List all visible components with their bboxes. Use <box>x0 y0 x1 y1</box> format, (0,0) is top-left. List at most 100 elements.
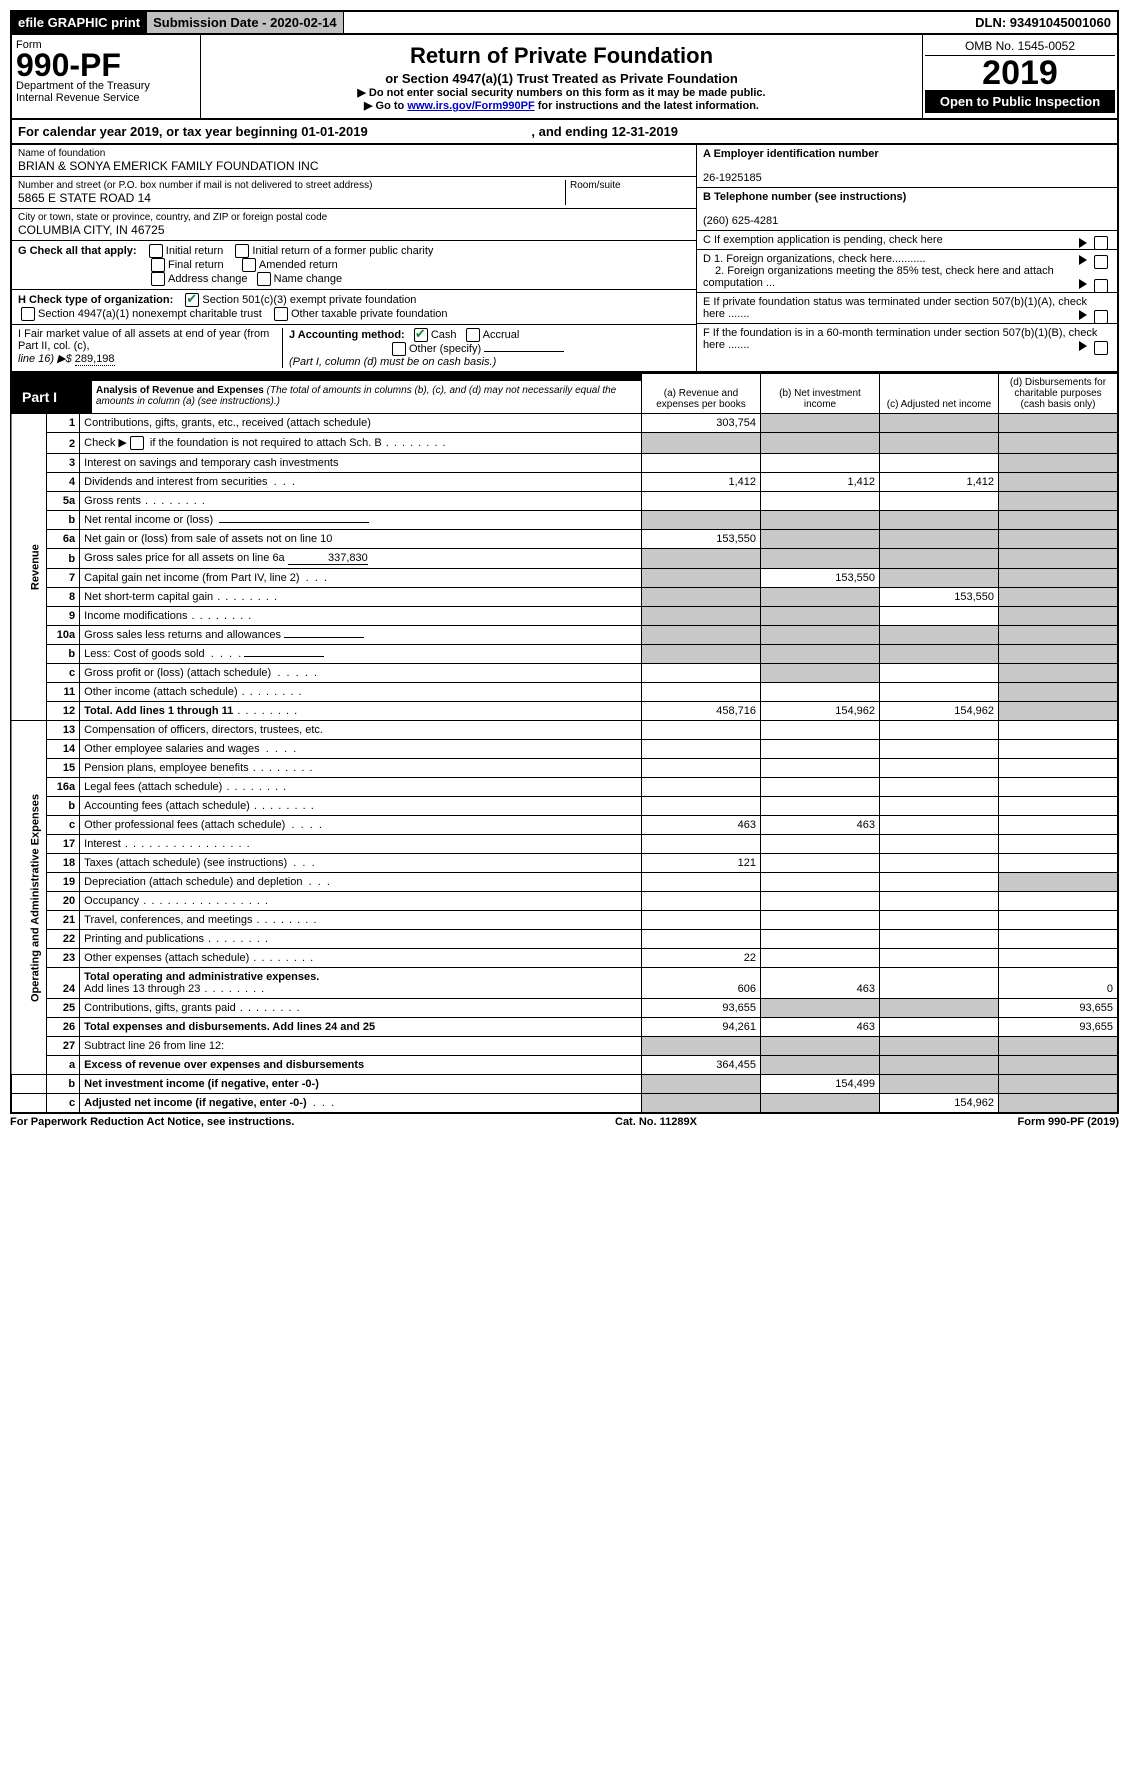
table-row: Operating and Administrative Expenses 13… <box>11 721 1118 740</box>
part1-label: Part I <box>12 381 92 413</box>
foundation-name-cell: Name of foundation BRIAN & SONYA EMERICK… <box>12 145 696 177</box>
irs-link[interactable]: www.irs.gov/Form990PF <box>407 100 534 112</box>
other-taxable-checkbox[interactable] <box>274 307 288 321</box>
name-change-checkbox[interactable] <box>257 272 271 286</box>
revenue-label: Revenue <box>11 414 47 721</box>
table-row: cOther professional fees (attach schedul… <box>11 816 1118 835</box>
city-cell: City or town, state or province, country… <box>12 209 696 241</box>
table-row: 14Other employee salaries and wages . . … <box>11 740 1118 759</box>
table-row: 11Other income (attach schedule) <box>11 683 1118 702</box>
table-row: 9Income modifications <box>11 607 1118 626</box>
arrow-icon <box>1079 310 1087 320</box>
table-row: 12Total. Add lines 1 through 11458,71615… <box>11 702 1118 721</box>
header-mid: Return of Private Foundation or Section … <box>201 35 922 118</box>
submission-date: Submission Date - 2020-02-14 <box>147 12 344 33</box>
g-check-row: G Check all that apply: Initial return I… <box>12 241 696 290</box>
table-row: bLess: Cost of goods sold . . . . <box>11 645 1118 664</box>
part1-title: Analysis of Revenue and Expenses <box>96 385 264 396</box>
sch-b-checkbox[interactable] <box>130 436 144 450</box>
exemption-pending-checkbox[interactable] <box>1094 236 1108 250</box>
col-b-header: (b) Net investment income <box>761 374 880 414</box>
table-row: bNet rental income or (loss) <box>11 511 1118 530</box>
ein-cell: A Employer identification number 26-1925… <box>697 145 1117 188</box>
table-row: 22Printing and publications <box>11 930 1118 949</box>
table-row: 25Contributions, gifts, grants paid93,65… <box>11 999 1118 1018</box>
arrow-icon <box>1079 341 1087 351</box>
amended-return-checkbox[interactable] <box>242 258 256 272</box>
form-footer: Form 990-PF (2019) <box>1018 1116 1119 1128</box>
table-row: 20Occupancy <box>11 892 1118 911</box>
form-subtitle: or Section 4947(a)(1) Trust Treated as P… <box>207 71 916 86</box>
table-row: 4Dividends and interest from securities … <box>11 473 1118 492</box>
open-to-public: Open to Public Inspection <box>925 90 1115 113</box>
table-row: 3Interest on savings and temporary cash … <box>11 454 1118 473</box>
foreign-org-checkbox[interactable] <box>1094 255 1108 269</box>
table-row: 6aNet gain or (loss) from sale of assets… <box>11 530 1118 549</box>
col-d-header: (d) Disbursements for charitable purpose… <box>999 374 1119 414</box>
cat-no: Cat. No. 11289X <box>615 1116 697 1128</box>
table-row: 23Other expenses (attach schedule)22 <box>11 949 1118 968</box>
top-bar: efile GRAPHIC print Submission Date - 20… <box>10 10 1119 35</box>
table-row: 27Subtract line 26 from line 12: <box>11 1037 1118 1056</box>
form-number: 990-PF <box>16 51 196 80</box>
i-j-row: I Fair market value of all assets at end… <box>12 325 696 371</box>
table-row: 21Travel, conferences, and meetings <box>11 911 1118 930</box>
table-row: cAdjusted net income (if negative, enter… <box>11 1094 1118 1114</box>
table-row: 15Pension plans, employee benefits <box>11 759 1118 778</box>
table-row: 10aGross sales less returns and allowanc… <box>11 626 1118 645</box>
note-2: ▶ Go to www.irs.gov/Form990PF for instru… <box>207 99 916 112</box>
table-row: Revenue 1Contributions, gifts, grants, e… <box>11 414 1118 433</box>
phone-cell: B Telephone number (see instructions) (2… <box>697 188 1117 231</box>
table-row: 18Taxes (attach schedule) (see instructi… <box>11 854 1118 873</box>
calendar-year-row: For calendar year 2019, or tax year begi… <box>10 120 1119 145</box>
table-row: bNet investment income (if negative, ent… <box>11 1075 1118 1094</box>
e-cell: E If private foundation status was termi… <box>697 293 1117 324</box>
fmv-value: 289,198 <box>75 353 115 366</box>
table-row: 5aGross rents <box>11 492 1118 511</box>
60month-checkbox[interactable] <box>1094 341 1108 355</box>
table-row: cGross profit or (loss) (attach schedule… <box>11 664 1118 683</box>
final-return-checkbox[interactable] <box>151 258 165 272</box>
header-left: Form 990-PF Department of the Treasury I… <box>12 35 201 118</box>
cash-checkbox[interactable] <box>414 328 428 342</box>
d-cell: D 1. Foreign organizations, check here..… <box>697 250 1117 293</box>
form-header: Form 990-PF Department of the Treasury I… <box>10 35 1119 120</box>
table-row: 7Capital gain net income (from Part IV, … <box>11 569 1118 588</box>
table-row: bGross sales price for all assets on lin… <box>11 549 1118 569</box>
initial-former-checkbox[interactable] <box>235 244 249 258</box>
initial-return-checkbox[interactable] <box>149 244 163 258</box>
table-row: aExcess of revenue over expenses and dis… <box>11 1056 1118 1075</box>
terminated-checkbox[interactable] <box>1094 310 1108 324</box>
form-title: Return of Private Foundation <box>207 43 916 69</box>
dept-label: Department of the Treasury <box>16 80 196 92</box>
arrow-icon <box>1079 255 1087 265</box>
foreign-85-checkbox[interactable] <box>1094 279 1108 293</box>
h-check-row: H Check type of organization: Section 50… <box>12 290 696 325</box>
irs-label: Internal Revenue Service <box>16 92 196 104</box>
table-row: 19Depreciation (attach schedule) and dep… <box>11 873 1118 892</box>
table-row: 24Total operating and administrative exp… <box>11 968 1118 999</box>
col-a-header: (a) Revenue and expenses per books <box>642 374 761 414</box>
c-cell: C If exemption application is pending, c… <box>697 231 1117 250</box>
501c3-checkbox[interactable] <box>185 293 199 307</box>
col-c-header: (c) Adjusted net income <box>880 374 999 414</box>
address-cell: Number and street (or P.O. box number if… <box>12 177 696 209</box>
table-row: 8Net short-term capital gain153,550 <box>11 588 1118 607</box>
arrow-icon <box>1079 279 1087 289</box>
dln: DLN: 93491045001060 <box>969 12 1117 33</box>
header-right: OMB No. 1545-0052 2019 Open to Public In… <box>922 35 1117 118</box>
tax-year: 2019 <box>925 56 1115 90</box>
table-row: bAccounting fees (attach schedule) <box>11 797 1118 816</box>
address-change-checkbox[interactable] <box>151 272 165 286</box>
other-method-checkbox[interactable] <box>392 342 406 356</box>
paperwork-notice: For Paperwork Reduction Act Notice, see … <box>10 1116 294 1128</box>
table-row: 2Check ▶ if the foundation is not requir… <box>11 433 1118 454</box>
arrow-icon <box>1079 238 1087 248</box>
table-row: 26Total expenses and disbursements. Add … <box>11 1018 1118 1037</box>
4947a1-checkbox[interactable] <box>21 307 35 321</box>
accrual-checkbox[interactable] <box>466 328 480 342</box>
table-row: 16aLegal fees (attach schedule) <box>11 778 1118 797</box>
opex-label: Operating and Administrative Expenses <box>11 721 47 1075</box>
efile-graphic-label[interactable]: efile GRAPHIC print <box>12 12 147 33</box>
footer: For Paperwork Reduction Act Notice, see … <box>10 1116 1119 1128</box>
